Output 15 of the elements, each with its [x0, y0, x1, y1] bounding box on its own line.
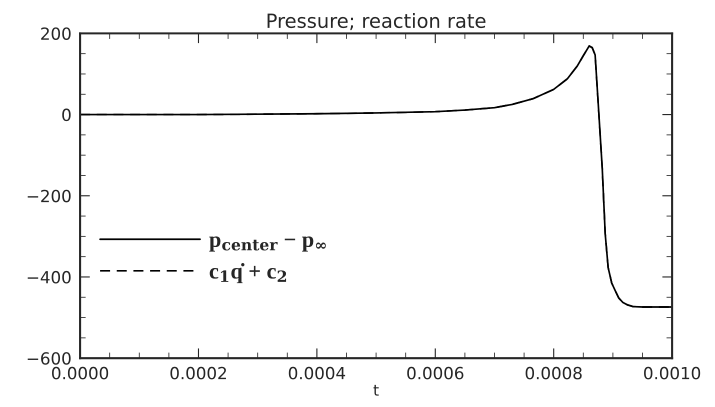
y-tick-label: 0 — [62, 108, 71, 122]
legend-label: c$_{1}$q̇ + c$_{2}$ — [210, 263, 286, 284]
legend-label: p$_{center}$ − p$_{∞}$ — [209, 236, 326, 252]
y-tick-label: −400 — [28, 270, 71, 284]
x-axis-title: t — [374, 384, 379, 396]
y-tick-label: −200 — [28, 190, 71, 202]
x-tick-label: 0.0010 — [644, 366, 700, 380]
x-tick-label: 0.0008 — [526, 366, 582, 380]
y-tick-label: 200 — [41, 27, 71, 40]
x-tick-label: 0.0004 — [288, 366, 346, 380]
x-tick-label: 0.0000 — [52, 366, 108, 380]
x-tick-label: 0.0006 — [407, 366, 464, 380]
x-tick-label: 0.0002 — [170, 366, 226, 380]
y-tick-label: −600 — [28, 352, 71, 365]
chart-title: Pressure; reaction rate — [268, 13, 486, 30]
